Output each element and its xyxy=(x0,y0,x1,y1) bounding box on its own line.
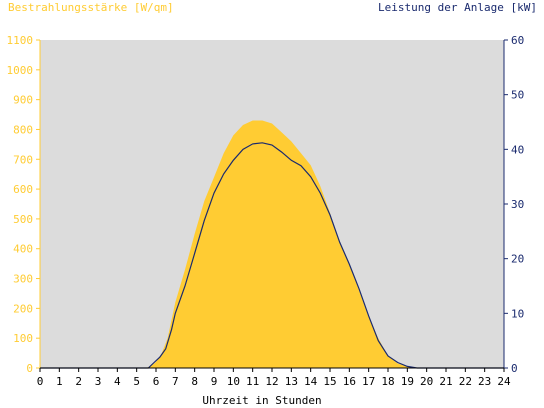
left-axis-tick-label: 300 xyxy=(13,273,33,286)
x-axis-tick-label: 1 xyxy=(56,375,63,388)
x-axis-tick-label: 14 xyxy=(304,375,318,388)
left-axis-tick-label: 700 xyxy=(13,153,33,166)
x-axis-tick-label: 3 xyxy=(95,375,102,388)
x-axis-tick-label: 24 xyxy=(497,375,511,388)
right-axis-tick-label: 10 xyxy=(511,307,524,320)
x-axis-tick-label: 22 xyxy=(459,375,472,388)
left-axis-tick-label: 0 xyxy=(26,362,33,375)
left-axis-tick-label: 400 xyxy=(13,243,33,256)
right-axis-tick-label: 20 xyxy=(511,253,524,266)
x-axis-tick-label: 10 xyxy=(227,375,240,388)
x-axis-tick-label: 2 xyxy=(75,375,82,388)
x-axis-tick-label: 7 xyxy=(172,375,179,388)
right-axis-tick-label: 40 xyxy=(511,143,524,156)
x-axis-tick-label: 4 xyxy=(114,375,121,388)
x-axis-tick-label: 20 xyxy=(420,375,433,388)
left-axis-title: Bestrahlungsstärke [W/qm] xyxy=(8,1,174,14)
right-axis-tick-label: 50 xyxy=(511,89,524,102)
x-axis-tick-label: 15 xyxy=(323,375,336,388)
left-axis-tick-label: 900 xyxy=(13,94,33,107)
power-line xyxy=(40,142,504,369)
x-axis-tick-label: 12 xyxy=(265,375,278,388)
x-axis-tick-label: 9 xyxy=(211,375,218,388)
left-axis-tick-label: 200 xyxy=(13,302,33,315)
right-axis-title: Leistung der Anlage [kW] xyxy=(378,1,537,14)
right-axis-tick-label: 0 xyxy=(511,362,518,375)
left-axis-tick-label: 1100 xyxy=(7,34,34,47)
left-axis-tick-label: 500 xyxy=(13,213,33,226)
left-axis-tick-label: 600 xyxy=(13,183,33,196)
x-axis-tick-label: 19 xyxy=(401,375,414,388)
x-axis-tick-label: 11 xyxy=(246,375,259,388)
x-axis-tick-label: 21 xyxy=(439,375,452,388)
right-axis-tick-label: 60 xyxy=(511,34,524,47)
x-axis-tick-label: 0 xyxy=(37,375,44,388)
left-axis-tick-label: 1000 xyxy=(7,64,34,77)
irradiance-area xyxy=(40,120,504,368)
left-axis-tick-label: 800 xyxy=(13,123,33,136)
x-axis-title: Uhrzeit in Stunden xyxy=(202,394,321,407)
x-axis-tick-label: 8 xyxy=(191,375,198,388)
left-axis-tick-label: 100 xyxy=(13,332,33,345)
x-axis-tick-label: 23 xyxy=(478,375,491,388)
x-axis-tick-label: 6 xyxy=(153,375,160,388)
x-axis-tick-label: 18 xyxy=(381,375,394,388)
right-axis-tick-label: 30 xyxy=(511,198,524,211)
x-axis-tick-label: 16 xyxy=(343,375,356,388)
x-axis-tick-label: 13 xyxy=(285,375,298,388)
x-axis-tick-label: 5 xyxy=(133,375,140,388)
x-axis-tick-label: 17 xyxy=(362,375,375,388)
